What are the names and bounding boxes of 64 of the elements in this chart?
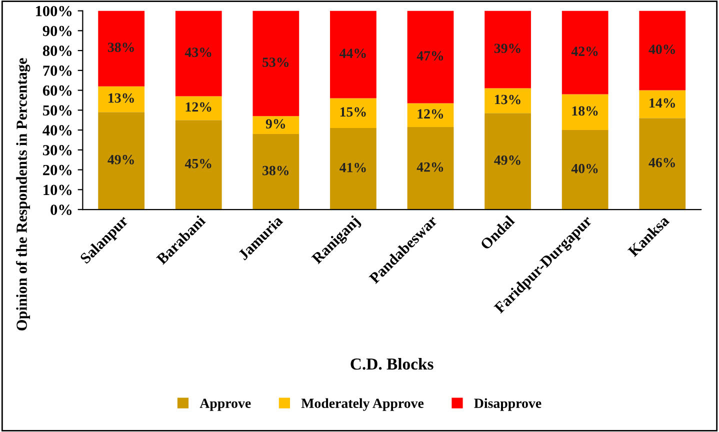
data-label: 53%: [262, 58, 289, 67]
legend-label: Approve: [200, 398, 251, 411]
bar: [484, 113, 531, 210]
data-label: 15%: [340, 107, 366, 117]
y-axis-title: Opinion of the Respondents in Percentage: [16, 58, 30, 330]
bar: [330, 128, 376, 210]
bar: [639, 90, 686, 118]
bar: [484, 88, 531, 114]
bar: [175, 10, 222, 96]
data-label: 13%: [495, 94, 520, 104]
y-tick-label: 90%: [42, 26, 72, 36]
y-tick-label: 50%: [43, 105, 72, 116]
y-tick-label: 100%: [36, 6, 72, 16]
data-label: 42%: [571, 46, 598, 56]
bar: [98, 10, 145, 86]
legend-label: Disapprove: [474, 398, 542, 411]
bar: [562, 94, 608, 130]
data-label: 13%: [108, 93, 134, 103]
bar: [562, 10, 608, 94]
data-label: 47%: [416, 51, 444, 61]
bar: [330, 10, 376, 98]
y-tick-label: 70%: [43, 66, 72, 76]
y-tick-label: 20%: [43, 164, 72, 176]
y-tick-label: 80%: [42, 46, 72, 56]
bar: [407, 127, 454, 210]
data-label: 41%: [340, 162, 366, 172]
data-label: 49%: [494, 155, 520, 165]
data-label: 39%: [494, 44, 520, 54]
y-tick-label: 60%: [42, 85, 72, 96]
bar: [639, 10, 686, 90]
bar: [98, 112, 145, 210]
y-tick-label: 30%: [42, 145, 72, 156]
bar: [175, 96, 222, 120]
data-label: 12%: [186, 102, 212, 112]
data-label: 38%: [108, 42, 134, 52]
y-tick-label: 10%: [44, 184, 72, 196]
data-label: 44%: [340, 48, 366, 58]
data-label: 45%: [184, 158, 212, 168]
data-label: 40%: [648, 44, 675, 54]
legend-label: Moderately Approve: [301, 398, 424, 411]
data-label: 14%: [650, 98, 675, 108]
bar: [98, 86, 145, 112]
data-label: 49%: [108, 154, 134, 164]
data-label: 46%: [648, 158, 675, 168]
bar: [484, 10, 531, 88]
data-label: 42%: [416, 162, 444, 172]
x-axis-title: C.D. Blocks: [350, 358, 434, 370]
bar: [562, 130, 608, 210]
y-tick-label: 40%: [42, 125, 72, 136]
bar: [252, 116, 300, 134]
bar: [330, 98, 376, 128]
data-label: 43%: [184, 48, 212, 58]
data-label: 18%: [572, 106, 598, 116]
bar: [175, 120, 222, 210]
y-tick-label: 0%: [50, 204, 72, 216]
data-label: 38%: [262, 166, 289, 176]
data-label: 9%: [266, 119, 286, 129]
bar: [252, 134, 300, 210]
bar: [407, 103, 454, 128]
bar: [639, 118, 686, 210]
data-label: 40%: [571, 164, 598, 174]
data-label: 12%: [418, 109, 444, 119]
bar: [407, 10, 454, 104]
bar: [252, 10, 300, 116]
